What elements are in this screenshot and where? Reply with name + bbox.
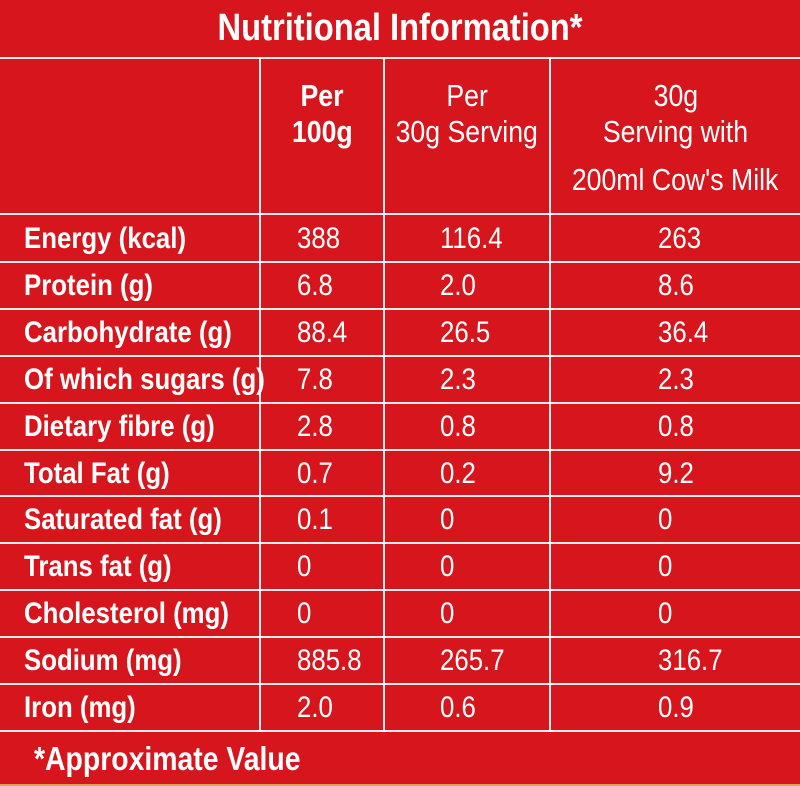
header-per-30g-serving: Per 30g Serving	[385, 58, 549, 234]
value-with-milk: 263	[658, 222, 702, 255]
row-divider	[0, 355, 800, 357]
value-per-100g: 6.8	[297, 269, 333, 302]
table-row: Iron (mg) 2.0 0.6 0.9	[0, 685, 800, 731]
nutrient-label: Trans fat (g)	[24, 550, 172, 583]
table-row: Dietary fibre (g) 2.8 0.8 0.8	[0, 404, 800, 450]
nutrient-label: Of which sugars (g)	[24, 363, 265, 396]
table-row: Total Fat (g) 0.7 0.2 9.2	[0, 451, 800, 497]
value-with-milk: 36.4	[658, 316, 709, 349]
value-per-30g-serving: 265.7	[440, 644, 505, 677]
header-line: Per	[446, 78, 488, 113]
header-top-border	[0, 57, 800, 59]
row-divider	[0, 308, 800, 310]
footnote: *Approximate Value	[34, 740, 301, 777]
header-line: 30g	[653, 78, 698, 113]
nutrient-label: Carbohydrate (g)	[24, 316, 232, 349]
value-per-100g: 0	[297, 597, 312, 630]
value-per-100g: 0.7	[297, 457, 333, 490]
header-line: Serving with	[602, 114, 749, 149]
column-divider	[383, 58, 385, 732]
nutrient-label: Cholesterol (mg)	[24, 597, 229, 630]
header-line: 100g	[291, 114, 353, 149]
value-with-milk: 0	[658, 597, 673, 630]
nutrient-label: Energy (kcal)	[24, 222, 187, 255]
column-divider	[259, 58, 261, 732]
nutrient-label: Iron (mg)	[24, 691, 136, 724]
value-with-milk: 316.7	[658, 644, 723, 677]
value-with-milk: 0	[658, 550, 673, 583]
value-with-milk: 0	[658, 503, 673, 536]
value-per-100g: 0	[297, 550, 312, 583]
nutrient-label: Sodium (mg)	[24, 644, 182, 677]
header-bottom-border	[0, 213, 800, 215]
value-per-30g-serving: 0.8	[440, 410, 476, 443]
value-per-30g-serving: 116.4	[440, 222, 503, 255]
row-divider	[0, 636, 800, 638]
value-with-milk: 0.8	[658, 410, 694, 443]
value-per-30g-serving: 26.5	[440, 316, 491, 349]
table-row: Saturated fat (g) 0.1 0 0	[0, 497, 800, 543]
value-per-30g-serving: 0	[440, 550, 455, 583]
value-per-100g: 2.8	[297, 410, 333, 443]
value-per-30g-serving: 2.0	[440, 269, 476, 302]
value-with-milk: 9.2	[658, 457, 694, 490]
row-divider	[0, 495, 800, 497]
table-row: Trans fat (g) 0 0 0	[0, 544, 800, 590]
header-line: 30g Serving	[395, 114, 539, 149]
value-with-milk: 8.6	[658, 269, 694, 302]
value-per-100g: 7.8	[297, 363, 333, 396]
table-row: Energy (kcal) 388 116.4 263	[0, 216, 800, 262]
table-row: Sodium (mg) 885.8 265.7 316.7	[0, 638, 800, 684]
value-per-30g-serving: 0	[440, 597, 455, 630]
value-per-100g: 2.0	[297, 691, 333, 724]
row-divider	[0, 683, 800, 685]
value-per-100g: 885.8	[297, 644, 362, 677]
nutrient-label: Dietary fibre (g)	[24, 410, 215, 443]
nutrient-label: Total Fat (g)	[24, 457, 170, 490]
header-line: 200ml Cow's Milk	[572, 162, 779, 197]
value-per-100g: 0.1	[297, 503, 333, 536]
row-divider	[0, 261, 800, 263]
row-divider	[0, 402, 800, 404]
row-divider	[0, 542, 800, 544]
column-divider	[549, 58, 551, 732]
value-per-30g-serving: 0.6	[440, 691, 476, 724]
value-with-milk: 0.9	[658, 691, 694, 724]
value-per-100g: 88.4	[297, 316, 348, 349]
table-row: Carbohydrate (g) 88.4 26.5 36.4	[0, 310, 800, 356]
header-30g-with-milk: 30g Serving with 200ml Cow's Milk	[551, 58, 800, 234]
value-with-milk: 2.3	[658, 363, 694, 396]
table-row: Cholesterol (mg) 0 0 0	[0, 591, 800, 637]
value-per-30g-serving: 0.2	[440, 457, 476, 490]
row-divider	[0, 589, 800, 591]
row-divider	[0, 449, 800, 451]
value-per-30g-serving: 0	[440, 503, 455, 536]
table-row: Of which sugars (g) 7.8 2.3 2.3	[0, 357, 800, 403]
value-per-30g-serving: 2.3	[440, 363, 476, 396]
nutrient-label: Saturated fat (g)	[24, 503, 222, 536]
header-per-100g: Per 100g	[261, 58, 383, 234]
nutrient-label: Protein (g)	[24, 269, 153, 302]
header-line: Per	[300, 78, 344, 113]
table-title: Nutritional Information*	[217, 7, 583, 49]
table-row: Protein (g) 6.8 2.0 8.6	[0, 263, 800, 309]
row-divider	[0, 730, 800, 732]
value-per-100g: 388	[297, 222, 341, 255]
